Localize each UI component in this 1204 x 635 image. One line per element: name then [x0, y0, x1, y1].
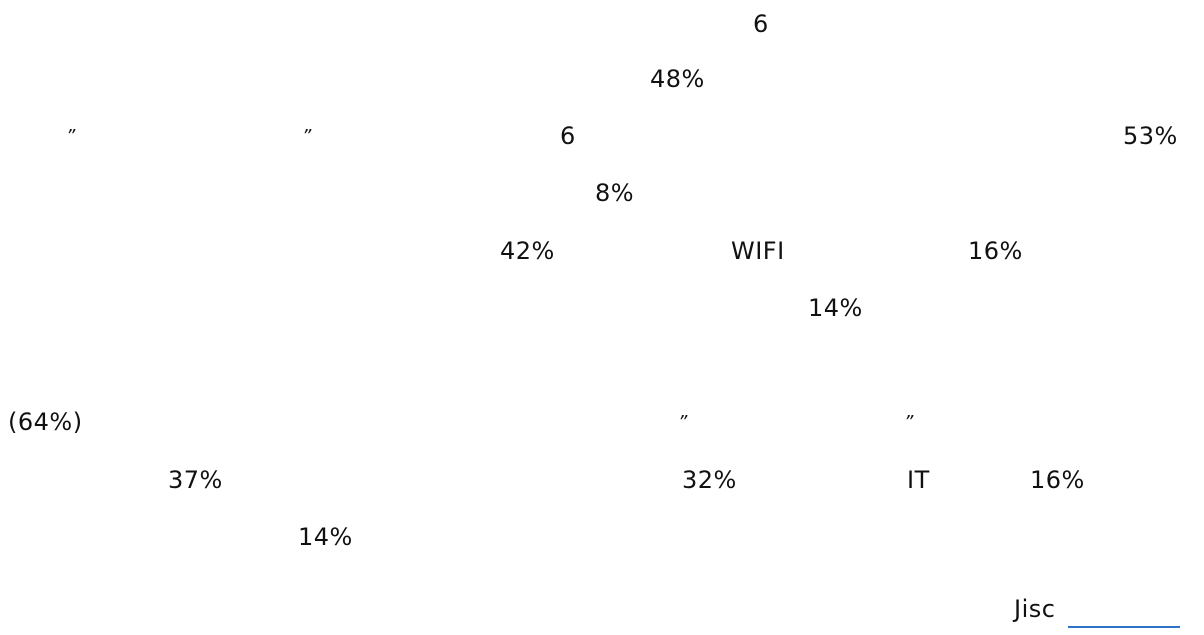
percent-value: 14% [298, 523, 353, 551]
count-value: 6 [560, 122, 576, 150]
percent-value: 42% [500, 237, 555, 265]
it-label: IT [907, 466, 930, 494]
percent-value: 48% [650, 65, 705, 93]
percent-value: 14% [808, 294, 863, 322]
open-quote: ” [66, 126, 76, 147]
close-quote: ” [302, 126, 312, 147]
close-quote: ” [904, 412, 914, 433]
percent-value: 16% [1030, 466, 1085, 494]
open-quote: ” [678, 412, 688, 433]
percent-value: 53% [1123, 122, 1178, 150]
source-label: Jisc [1014, 595, 1056, 623]
percent-value: 16% [968, 237, 1023, 265]
percent-value: (64%) [8, 408, 83, 436]
percent-value: 8% [595, 179, 635, 207]
percent-value: 32% [682, 466, 737, 494]
count-value: 6 [753, 10, 769, 38]
percent-value: 37% [168, 466, 223, 494]
wifi-label: WIFI [731, 237, 785, 265]
source-link[interactable] [1068, 626, 1180, 628]
